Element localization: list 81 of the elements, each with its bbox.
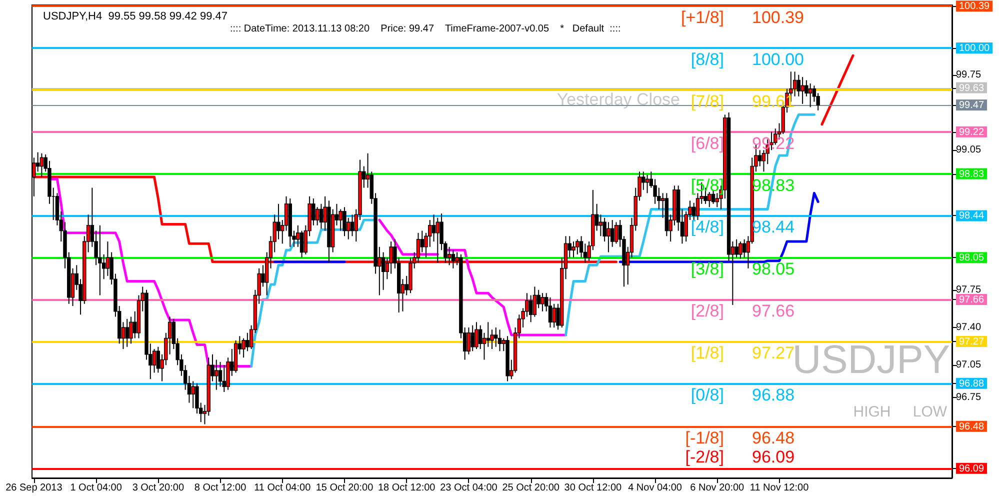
- y-tick-label: 96.88: [959, 378, 984, 390]
- annotation: LOW: [912, 404, 948, 420]
- candlestick: [576, 238, 580, 255]
- text: [3/8] 98.05: [690, 260, 795, 279]
- candlestick: [98, 224, 102, 296]
- candlestick: [486, 322, 490, 348]
- y-tick-label: 97.66: [959, 294, 984, 306]
- candlestick: [246, 332, 250, 352]
- y-tick-label: 96.75: [956, 392, 982, 403]
- y-tick-label: 99.75: [956, 69, 982, 80]
- y-tick-label: 98.83: [959, 168, 984, 180]
- candlestick: [214, 359, 218, 390]
- y-tick-label: 96.09: [959, 463, 984, 474]
- candlestick: [808, 82, 812, 108]
- x-tick-label: 18 Oct 12:00: [378, 482, 436, 494]
- candlestick: [552, 303, 556, 328]
- x-tick-label: 26 Sep 2013: [6, 482, 63, 494]
- text: [-2/8] 96.09: [685, 447, 795, 466]
- x-tick-label: 15 Oct 20:00: [316, 482, 374, 494]
- candlestick: [191, 380, 195, 409]
- candlestick: [342, 206, 346, 237]
- candlestick: [451, 250, 456, 269]
- x-tick-label: 25 Oct 20:00: [502, 482, 560, 494]
- x-tick-label: 1 Oct 04:00: [70, 482, 122, 494]
- candlestick: [742, 238, 746, 258]
- candlestick: [338, 208, 342, 232]
- y-tick-label: 98.05: [959, 252, 984, 264]
- text: [1/8] 97.27: [690, 343, 795, 362]
- text: [0/8] 96.88: [690, 385, 795, 404]
- line-series: [820, 54, 854, 126]
- candlestick: [494, 327, 498, 348]
- candlestick: [350, 214, 354, 237]
- y-tick-label: 99.05: [956, 144, 982, 156]
- candlestick: [466, 327, 471, 355]
- y-tick-label: 100.39: [959, 1, 990, 12]
- candlestick: [734, 238, 738, 258]
- candlestick: [125, 318, 129, 348]
- y-tick-label: 97.05: [956, 360, 982, 371]
- text: [8/8] 100.00: [690, 50, 804, 69]
- y-tick-label: 97.40: [956, 322, 982, 333]
- candlestick: [738, 241, 742, 260]
- candlestick: [692, 202, 696, 220]
- y-tick-label: 98.44: [959, 210, 984, 222]
- x-tick-label: 4 Nov 04:00: [628, 482, 682, 494]
- y-tick-label: 97.27: [959, 336, 984, 348]
- x-tick-label: 11 Nov 12:00: [750, 482, 810, 494]
- candlestick: [606, 222, 610, 253]
- x-tick-label: 3 Oct 20:00: [132, 482, 184, 494]
- candlestick: [106, 241, 110, 276]
- y-tick-label: 96.48: [959, 421, 984, 432]
- candlestick: [614, 222, 618, 244]
- candlestick: [432, 214, 436, 242]
- candlestick: [758, 150, 762, 167]
- x-tick-label: 8 Oct 12:00: [194, 482, 247, 494]
- x-tick-label: 6 Nov 20:00: [690, 482, 745, 494]
- candlestick: [528, 294, 533, 323]
- candlestick: [222, 364, 226, 392]
- x-tick-label: 23 Oct 04:00: [440, 482, 498, 494]
- text: [2/8] 97.66: [690, 302, 795, 321]
- candlestick: [315, 206, 320, 226]
- y-tick-label: 100.00: [959, 43, 990, 54]
- candlestick: [800, 76, 804, 104]
- y-tick-label: 99.22: [959, 126, 984, 138]
- annotation: HIGH: [853, 404, 891, 420]
- candlestick: [474, 322, 478, 350]
- candlestick: [498, 329, 502, 352]
- candlestick: [540, 292, 544, 312]
- text: :::: DateTime: 2013.11.13 08:20 Price: 99.47 TimeFrame-2007-v0.05 * Default ::::: [230, 24, 621, 34]
- y-tick-label: 99.63: [959, 82, 984, 94]
- candlestick: [470, 324, 474, 352]
- text: [-1/8] 96.48: [685, 428, 795, 448]
- y-tick-label: 99.47: [959, 100, 984, 111]
- candlestick: [548, 296, 552, 328]
- x-tick-label: 30 Oct 12:00: [564, 482, 622, 494]
- y-tick-label: 97.75: [956, 284, 982, 296]
- candlestick: [319, 203, 324, 230]
- chart-title: USDJPY,H4 99.55 99.58 99.42 99.47: [43, 10, 228, 22]
- candlestick: [276, 203, 280, 240]
- candlestick: [572, 241, 576, 258]
- x-tick-label: 11 Oct 04:00: [254, 482, 312, 494]
- text: [+1/8] 100.39: [680, 8, 804, 28]
